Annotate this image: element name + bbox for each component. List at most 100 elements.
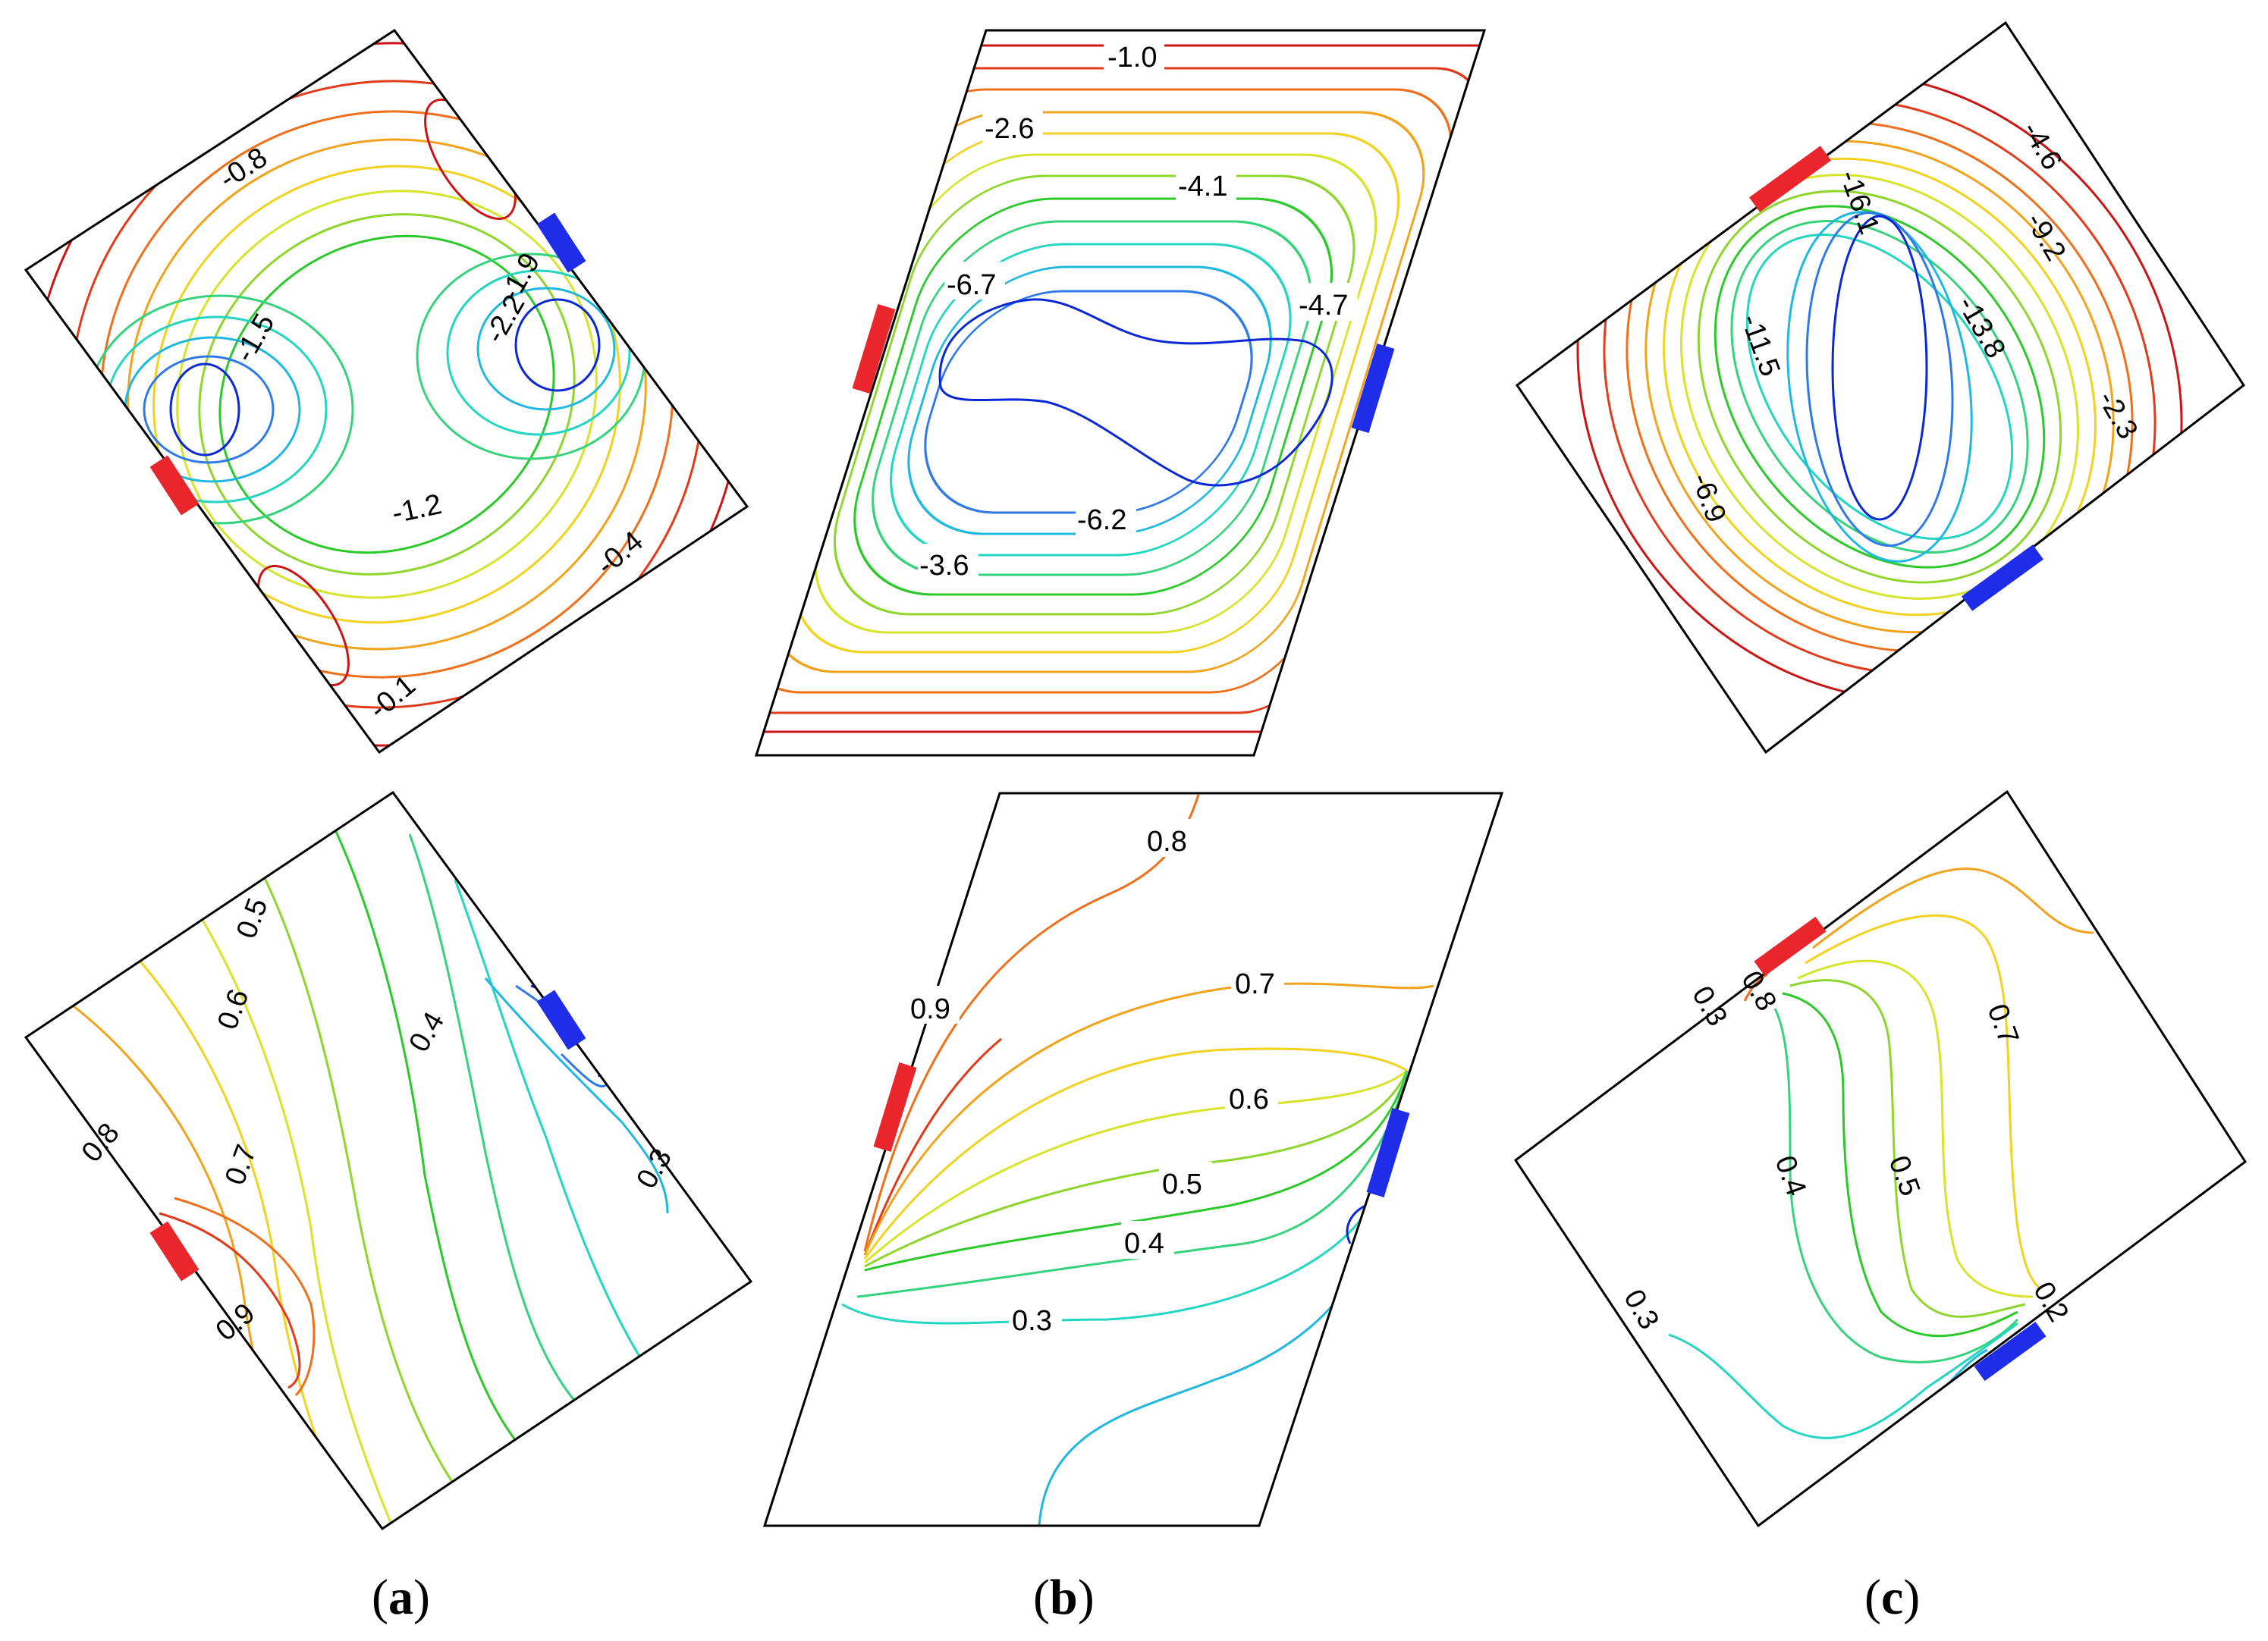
contour-label: 0.3 xyxy=(1685,981,1733,1032)
contour-label: -11.5 xyxy=(1735,310,1786,381)
cooler-c-bot xyxy=(1974,1321,2047,1382)
heater-a-bot xyxy=(149,1221,199,1282)
isotherm-a-4 xyxy=(249,849,457,1487)
contour-a-top-7 xyxy=(198,213,576,576)
contour-c-top-13 xyxy=(1831,215,1928,521)
contour-a-top-corner-top xyxy=(424,98,517,221)
contour-b-top-1 xyxy=(756,44,1484,733)
cooler-a-bot xyxy=(536,990,586,1050)
isotherm-a-8 xyxy=(484,977,669,1214)
contour-c-top-1 xyxy=(1576,72,2183,701)
panel-label-a: (a) xyxy=(372,1570,430,1625)
isotherm-c-1 xyxy=(1812,868,2094,949)
panel-a-isotherms: 0.5 0.6 0.4 0.8 0.7 0.3 0.9 xyxy=(24,790,753,1531)
isotherm-a-3 xyxy=(181,886,396,1529)
contour-label: 0.4 xyxy=(1124,1228,1164,1260)
contour-label: 0.3 xyxy=(1617,1285,1665,1335)
isotherm-c-4 xyxy=(1789,979,2026,1318)
frame-b-top xyxy=(754,29,1487,757)
contour-label: -2.6 xyxy=(985,113,1034,145)
contour-label: 0.3 xyxy=(630,1144,678,1194)
contour-label: -3.6 xyxy=(919,550,969,582)
panel-c-isotherms: 0.8 0.3 0.7 0.4 0.5 0.2 0.3 xyxy=(1513,789,2248,1528)
heater-b-bot xyxy=(873,1062,917,1152)
panel-label-c: (c) xyxy=(1864,1570,1920,1625)
isotherm-a-hot-1 xyxy=(159,1212,301,1389)
contour-label: 0.4 xyxy=(1769,1152,1813,1200)
contour-b-top-10 xyxy=(890,243,1292,557)
isotherm-b-2 xyxy=(863,1037,1002,1256)
contour-a-top-right-3 xyxy=(476,287,616,411)
panel-a-streamlines: -0.8 -1.5 -1.9 -2.2 -1.2 -0.4 -0.1 xyxy=(24,28,749,755)
contour-label: 0.6 xyxy=(212,985,256,1034)
contour-label: -4.7 xyxy=(1299,290,1348,322)
isotherm-b-10 xyxy=(1038,1243,1367,1526)
frame-a-top xyxy=(24,28,749,755)
isotherm-c-2 xyxy=(1805,914,2042,1291)
isotherm-b-5 xyxy=(864,1069,1408,1264)
contour-label: -9.2 xyxy=(2019,208,2072,267)
isotherm-b-11 xyxy=(1346,1204,1366,1244)
isotherm-a-5 xyxy=(332,826,517,1442)
contour-c-top-3 xyxy=(1626,121,2134,653)
isotherm-c-3 xyxy=(1797,959,2034,1298)
contour-label: -4.1 xyxy=(1178,171,1227,202)
contour-a-top-left-2 xyxy=(105,315,328,504)
contour-b-top-core xyxy=(938,298,1333,487)
cooler-c-top xyxy=(1962,544,2043,611)
contour-a-top-outer xyxy=(31,42,743,747)
contour-b-top-7 xyxy=(833,174,1355,616)
panel-c-streamlines: -4.6 -16.1 -9.2 -13.8 -11.5 -2.3 -6.9 xyxy=(1515,20,2246,755)
contour-c-top-11 xyxy=(1786,211,1973,563)
contour-b-top-3 xyxy=(756,88,1453,694)
contour-label: 0.9 xyxy=(210,1297,261,1348)
isotherm-c-5 xyxy=(1782,992,2018,1338)
contour-label: 0.7 xyxy=(1235,968,1275,1000)
isotherm-b-7 xyxy=(864,1070,1409,1272)
contour-c-top-9 xyxy=(1730,220,2029,554)
contour-label: 0.5 xyxy=(1162,1169,1202,1200)
contour-label: -2.3 xyxy=(2091,386,2144,445)
panel-b-streamlines: -1.0 -2.6 -4.1 -6.7 -4.7 -6.2 -3.6 xyxy=(754,29,1487,757)
cooler-a-top xyxy=(536,212,586,273)
contour-a-top-left-4 xyxy=(143,355,275,464)
contour-a-top-6 xyxy=(176,190,598,599)
contour-b-top-11 xyxy=(907,265,1272,535)
contour-b-top-9 xyxy=(872,220,1312,576)
contour-a-top-8 xyxy=(218,234,555,554)
contour-label: -6.9 xyxy=(1685,469,1732,527)
isotherm-a-6 xyxy=(408,833,578,1404)
contour-c-top-8 xyxy=(1714,205,2046,569)
contour-c-top-4 xyxy=(1644,140,2115,634)
frame-b-bot xyxy=(762,792,1504,1527)
contour-b-top-8 xyxy=(853,197,1333,596)
contour-c-top-10 xyxy=(1745,233,2014,541)
contour-c-top-6 xyxy=(1680,174,2079,600)
contour-label: -1.2 xyxy=(389,488,444,530)
contour-label: 0.3 xyxy=(1012,1305,1052,1337)
contour-label: 0.5 xyxy=(231,894,275,943)
contour-c-top-12 xyxy=(1805,211,1954,548)
cooler-b-bot xyxy=(1366,1108,1410,1197)
isotherm-a-hot-2 xyxy=(174,1197,316,1397)
contour-label: 0.8 xyxy=(76,1117,126,1168)
heater-a-top xyxy=(149,455,199,516)
heater-c-top xyxy=(1749,146,1831,212)
contour-label: -0.8 xyxy=(214,142,273,196)
frame-c-bot xyxy=(1513,789,2248,1528)
contour-a-top-right-4 xyxy=(514,298,601,392)
heater-b-top xyxy=(852,304,896,394)
contour-a-top-2 xyxy=(69,80,705,709)
isotherm-b-8 xyxy=(856,1070,1409,1298)
contour-a-top-5 xyxy=(152,165,621,624)
contour-b-top-12 xyxy=(924,290,1253,514)
contour-label: -4.6 xyxy=(2015,117,2068,176)
contour-label: -6.2 xyxy=(1077,504,1126,536)
contour-label: 0.7 xyxy=(1981,1000,2025,1049)
isotherm-b-3 xyxy=(863,982,1434,1256)
contour-c-top-7 xyxy=(1697,190,2062,584)
contour-label: 0.6 xyxy=(1229,1084,1269,1115)
isotherm-c-8 xyxy=(1925,1348,1988,1411)
isotherm-c-6 xyxy=(1773,1008,2019,1363)
